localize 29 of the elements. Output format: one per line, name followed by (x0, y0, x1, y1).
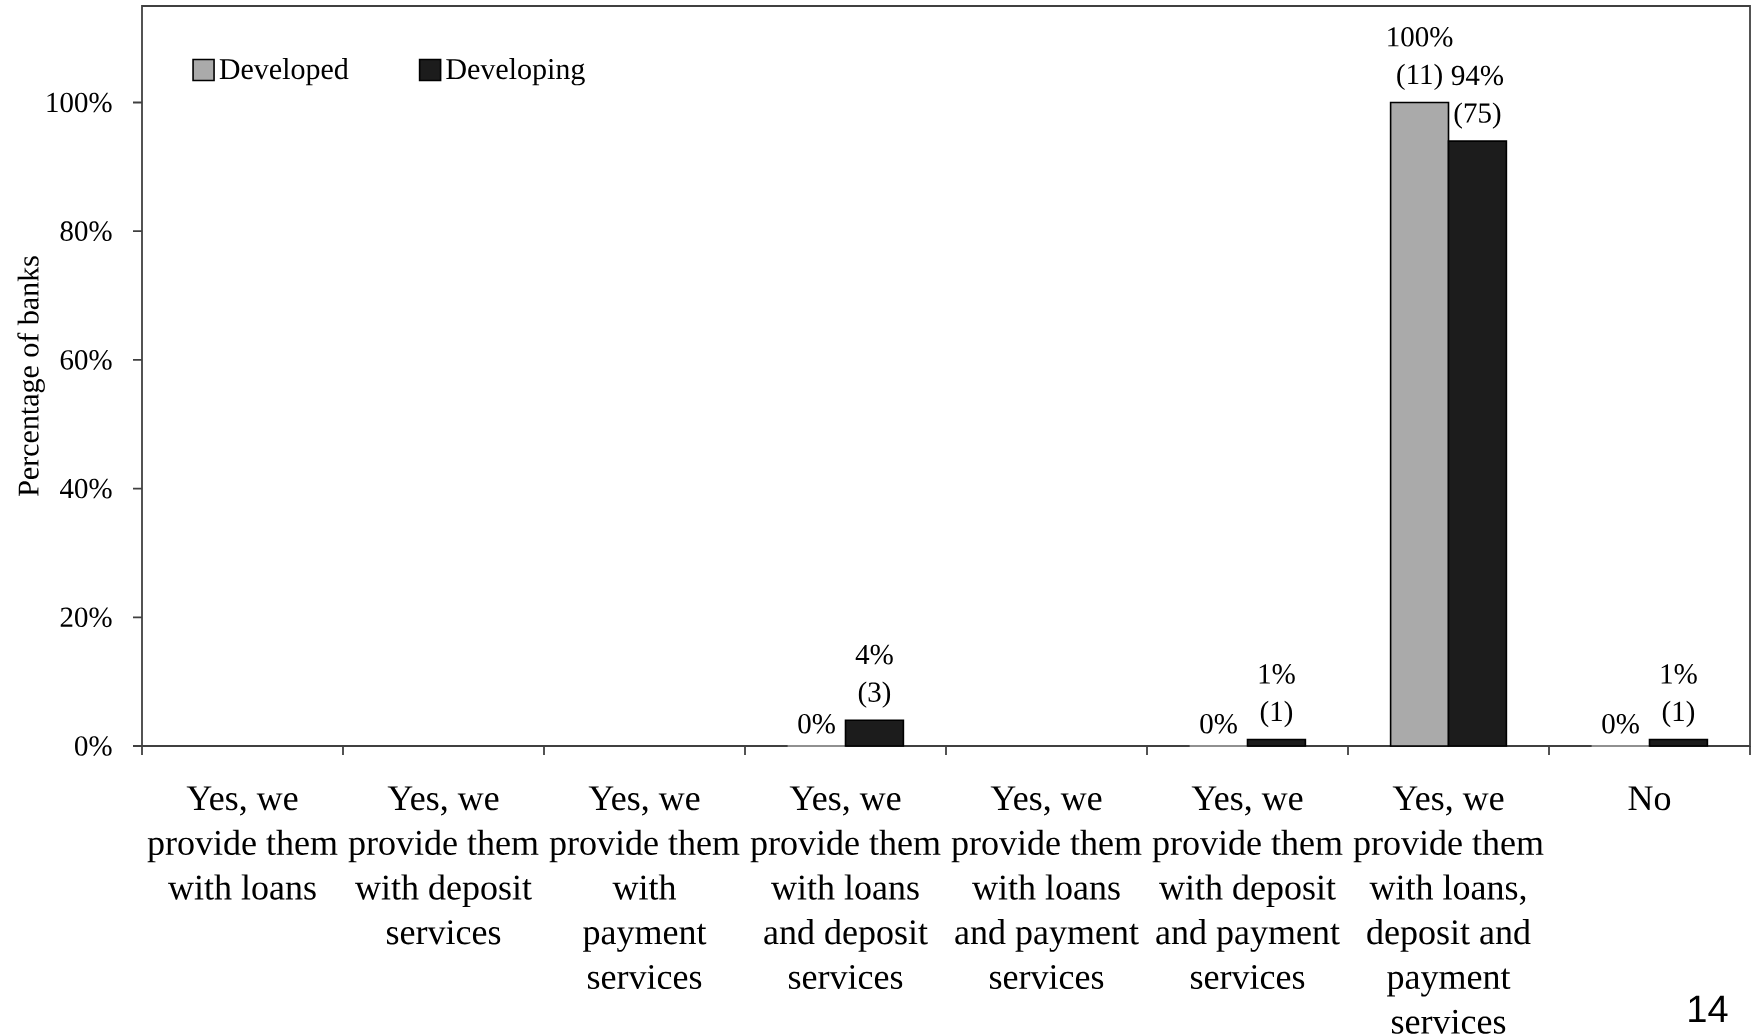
legend-label: Developed (219, 58, 349, 86)
bar (1246, 738, 1307, 747)
bar (1648, 738, 1709, 747)
data-label: 0% (1200, 713, 1237, 734)
x-tick-label: Yes, we provide them with loans and payment services (951, 786, 1142, 990)
data-label: 1% (1) (1661, 664, 1697, 728)
y-tick-label: 20% (60, 607, 112, 628)
data-label: 0% (798, 713, 835, 734)
x-tick-label: Yes, we provide them with deposit and payment services (1152, 786, 1343, 990)
y-axis-title: Percentage of banks (17, 256, 45, 496)
y-tick-label: 100% (47, 92, 112, 113)
data-label: 0% (1602, 713, 1639, 734)
text: 14 (1689, 995, 1728, 1022)
x-tick-label: No (1628, 786, 1671, 811)
data-label: 94% (75) (1451, 65, 1504, 129)
legend-label: Developing (446, 58, 585, 86)
data-label: 1% (1) (1259, 664, 1295, 728)
y-tick-label: 80% (60, 221, 112, 242)
x-tick-label: Yes, we provide them with loans and deposit services (750, 786, 941, 990)
y-tick-label: 60% (60, 350, 112, 370)
bar (844, 719, 905, 747)
y-tick-label: 40% (60, 478, 112, 499)
data-label: 4% (3) (855, 644, 893, 708)
x-tick-label: Yes, we provide them with deposit services (348, 786, 539, 945)
data-label: 100% (11) (1388, 27, 1453, 91)
x-tick-label: Yes, we provide them with payment services (549, 786, 740, 990)
x-tick-label: Yes, we provide them with loans (147, 786, 338, 900)
y-tick-label: 0% (75, 736, 112, 756)
x-tick-label: Yes, we provide them with loans, deposit and payment services (1353, 786, 1544, 1034)
